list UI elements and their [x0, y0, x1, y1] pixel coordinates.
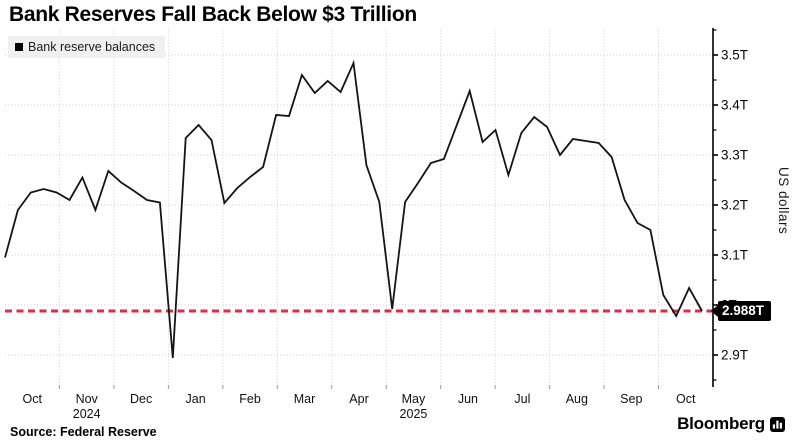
legend-label: Bank reserve balances	[28, 40, 156, 54]
x-year-label: 2024	[72, 407, 101, 421]
y-axis-title: US dollars	[776, 167, 791, 235]
x-tick-label: Nov	[75, 392, 98, 406]
x-tick-label: Aug	[565, 392, 588, 406]
series-line	[4, 59, 703, 359]
bloomberg-wordmark: Bloomberg	[677, 414, 765, 433]
x-tick-label: Jun	[457, 392, 478, 406]
legend: Bank reserve balances	[8, 36, 166, 58]
y-tick-label: 3.5T	[721, 48, 748, 63]
x-year-label: 2025	[399, 407, 428, 421]
x-tick-label: May	[401, 392, 426, 406]
x-tick-label: Oct	[22, 392, 42, 406]
x-tick-label: Oct	[676, 392, 696, 406]
x-tick-label: Feb	[239, 392, 261, 406]
x-tick-label: Apr	[349, 392, 369, 406]
source-name: Federal Reserve	[60, 425, 157, 439]
x-tick-label: Jul	[514, 392, 531, 406]
x-axis-labels: Oct Nov Dec Jan Feb Mar Apr May Jun Jul Aug Sep Oct 2…	[0, 392, 793, 428]
bloomberg-branding: Bloomberg	[677, 414, 785, 434]
chart-title: Bank Reserves Fall Back Below $3 Trillio…	[9, 3, 417, 26]
y-tick-label: 3.1T	[721, 248, 748, 263]
x-tick-label: Mar	[293, 392, 316, 406]
y-tick-label: 2.9T	[721, 348, 748, 363]
x-tick-label: Dec	[130, 392, 153, 406]
bloomberg-terminal-icon	[770, 416, 785, 432]
legend-swatch-icon	[15, 43, 23, 51]
source-credit: Source: Federal Reserve	[10, 425, 157, 439]
last-value-label: 2.988T	[711, 300, 772, 322]
line-chart: 3.5T3.4T3.3T3.2T3.1T3T2.9T	[4, 28, 748, 389]
x-tick-label: Jan	[185, 392, 206, 406]
x-tick-label: Sep	[620, 392, 643, 406]
y-tick-label: 3.4T	[721, 98, 748, 113]
source-prefix: Source:	[10, 425, 57, 439]
y-tick-label: 3.3T	[721, 148, 748, 163]
value-tag-text: 2.988T	[718, 301, 772, 321]
y-tick-label: 3.2T	[721, 198, 748, 213]
value-tag-arrow-icon	[711, 305, 718, 317]
